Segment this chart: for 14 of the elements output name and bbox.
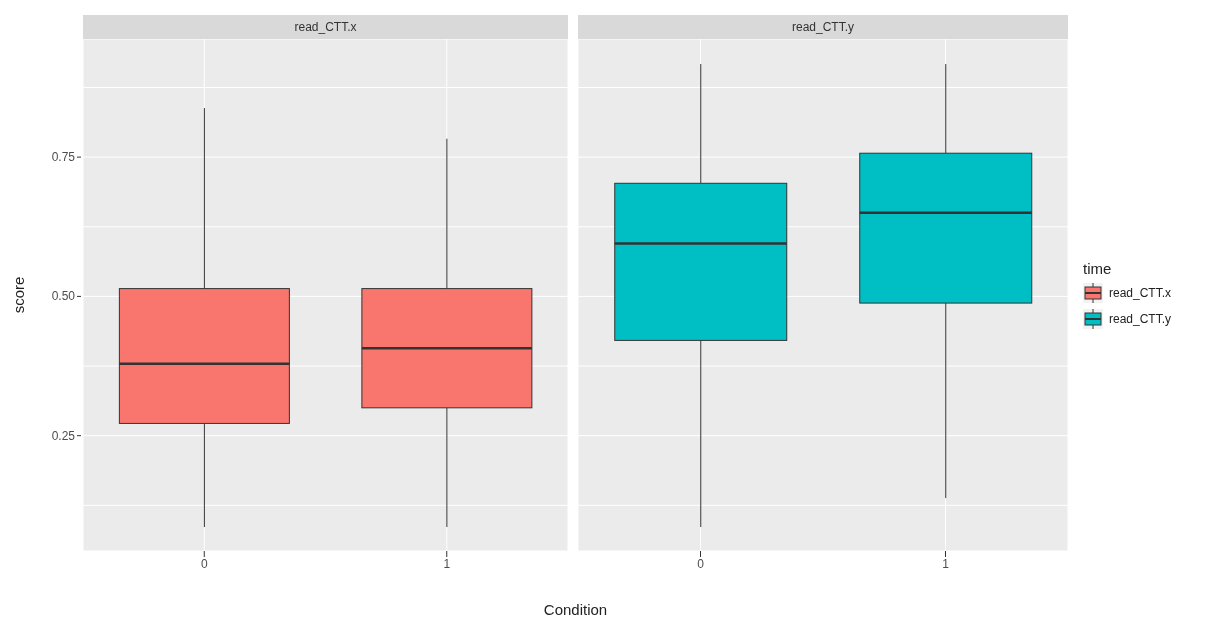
chart-title: read_CTT.x <box>83 15 568 39</box>
x-tick-label: 0 <box>200 556 208 571</box>
legend-label: read_CTT.y <box>1109 312 1172 326</box>
y-tick-label: 0.25 <box>51 428 76 443</box>
y-axis-title: score <box>9 276 27 314</box>
x-tick-label: 0 <box>697 556 705 571</box>
x-axis-title: Condition <box>542 601 609 618</box>
x-tick-label: 1 <box>443 556 451 571</box>
chart-title: read_CTT.y <box>578 15 1068 39</box>
legend-title: time <box>1083 260 1113 277</box>
x-tick-label: 1 <box>942 556 950 571</box>
y-tick-label: 0.75 <box>51 150 76 165</box>
legend-label: read_CTT.x <box>1109 286 1172 300</box>
y-tick-label: 0.50 <box>51 289 76 304</box>
